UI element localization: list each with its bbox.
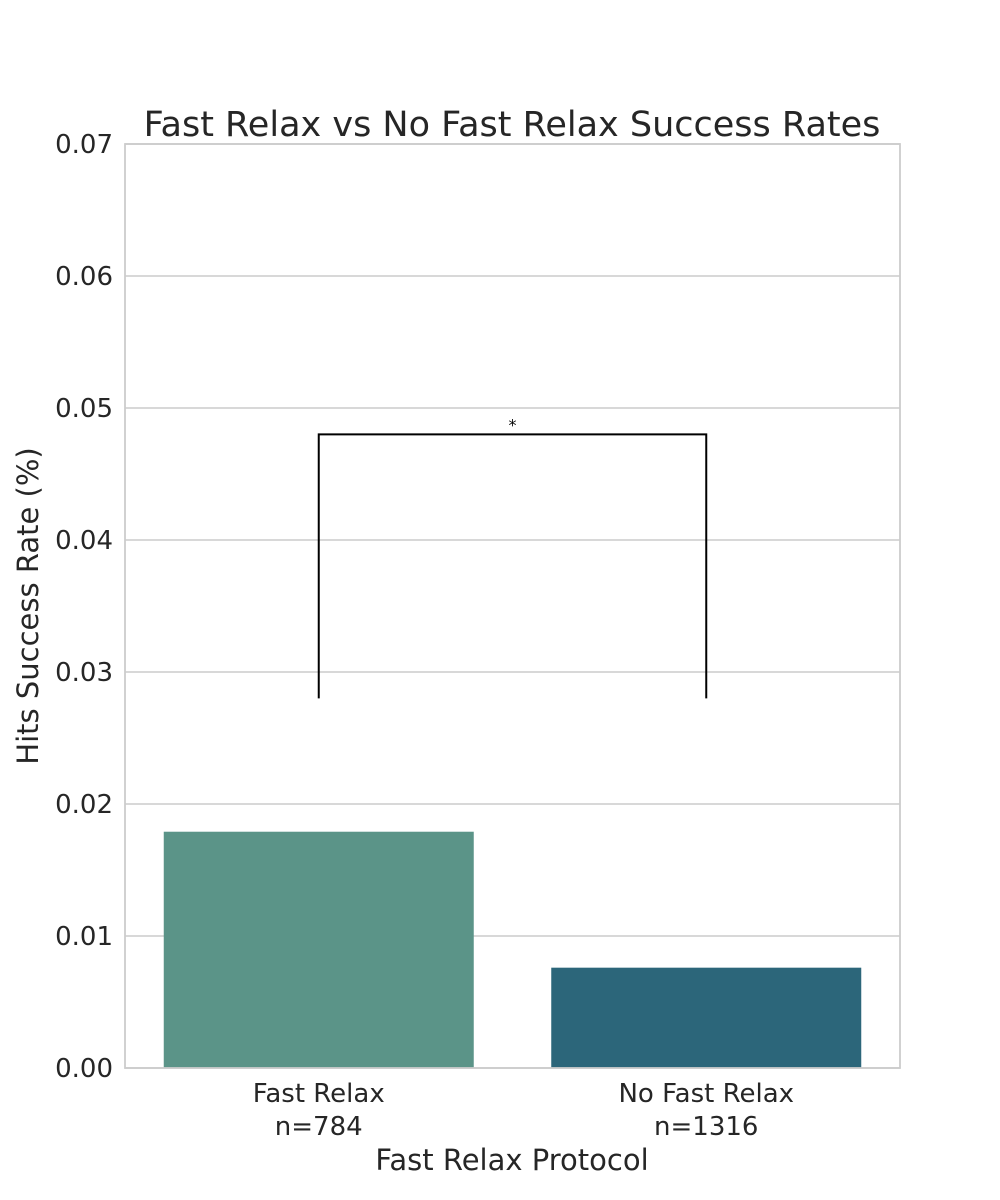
y-tick-label: 0.01 [55,922,113,952]
x-axis-label: Fast Relax Protocol [375,1143,648,1177]
y-tick-label: 0.03 [55,658,113,688]
y-tick-label: 0.00 [55,1054,113,1084]
y-axis-label: Hits Success Rate (%) [11,447,45,764]
significance-bracket-layer: * [317,415,708,699]
significance-bracket [317,433,708,699]
x-tick-sample-size: n=1316 [654,1112,758,1142]
x-tick-label: No Fast Relax [618,1079,794,1109]
x-tick-sample-size: n=784 [275,1112,363,1142]
y-tick-label: 0.02 [55,790,113,820]
y-tick-label: 0.06 [55,262,113,292]
y-tick-label: 0.05 [55,394,113,424]
y-tick-labels: 0.00 0.01 0.02 0.03 0.04 0.05 0.06 0.07 [55,130,113,1084]
y-tick-label: 0.04 [55,526,113,556]
bar [163,831,474,1068]
significance-label: * [509,415,517,434]
x-tick-label: Fast Relax [253,1079,385,1109]
y-tick-label: 0.07 [55,130,113,160]
chart-title: Fast Relax vs No Fast Relax Success Rate… [144,105,881,145]
bars-layer [163,831,862,1068]
bar [551,967,862,1068]
plot-frame [124,143,901,1069]
